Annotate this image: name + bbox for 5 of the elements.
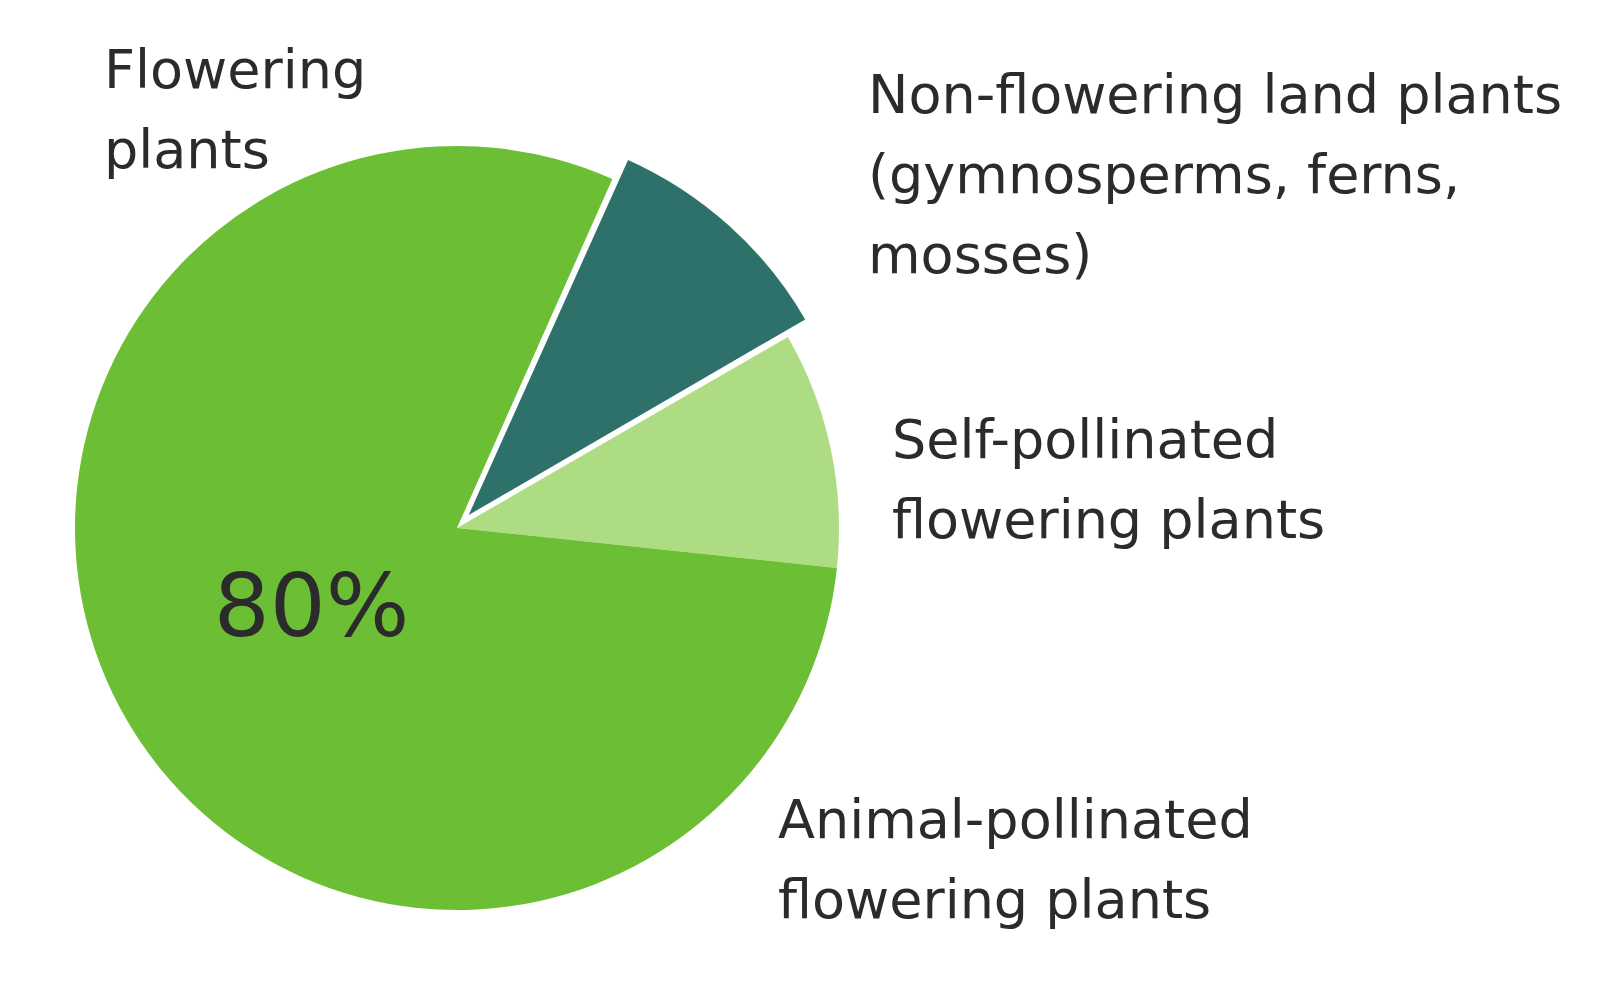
text: Flowering plants	[104, 37, 368, 183]
slice-label: Self-pollinated flowering plants	[892, 407, 1327, 553]
data-label: 80%	[213, 554, 410, 658]
slice-label: Non-flowering land plants (gymnosperms, ferns, mosses)	[868, 62, 1564, 288]
slice-label: Animal-pollinated flowering plants	[778, 787, 1254, 933]
